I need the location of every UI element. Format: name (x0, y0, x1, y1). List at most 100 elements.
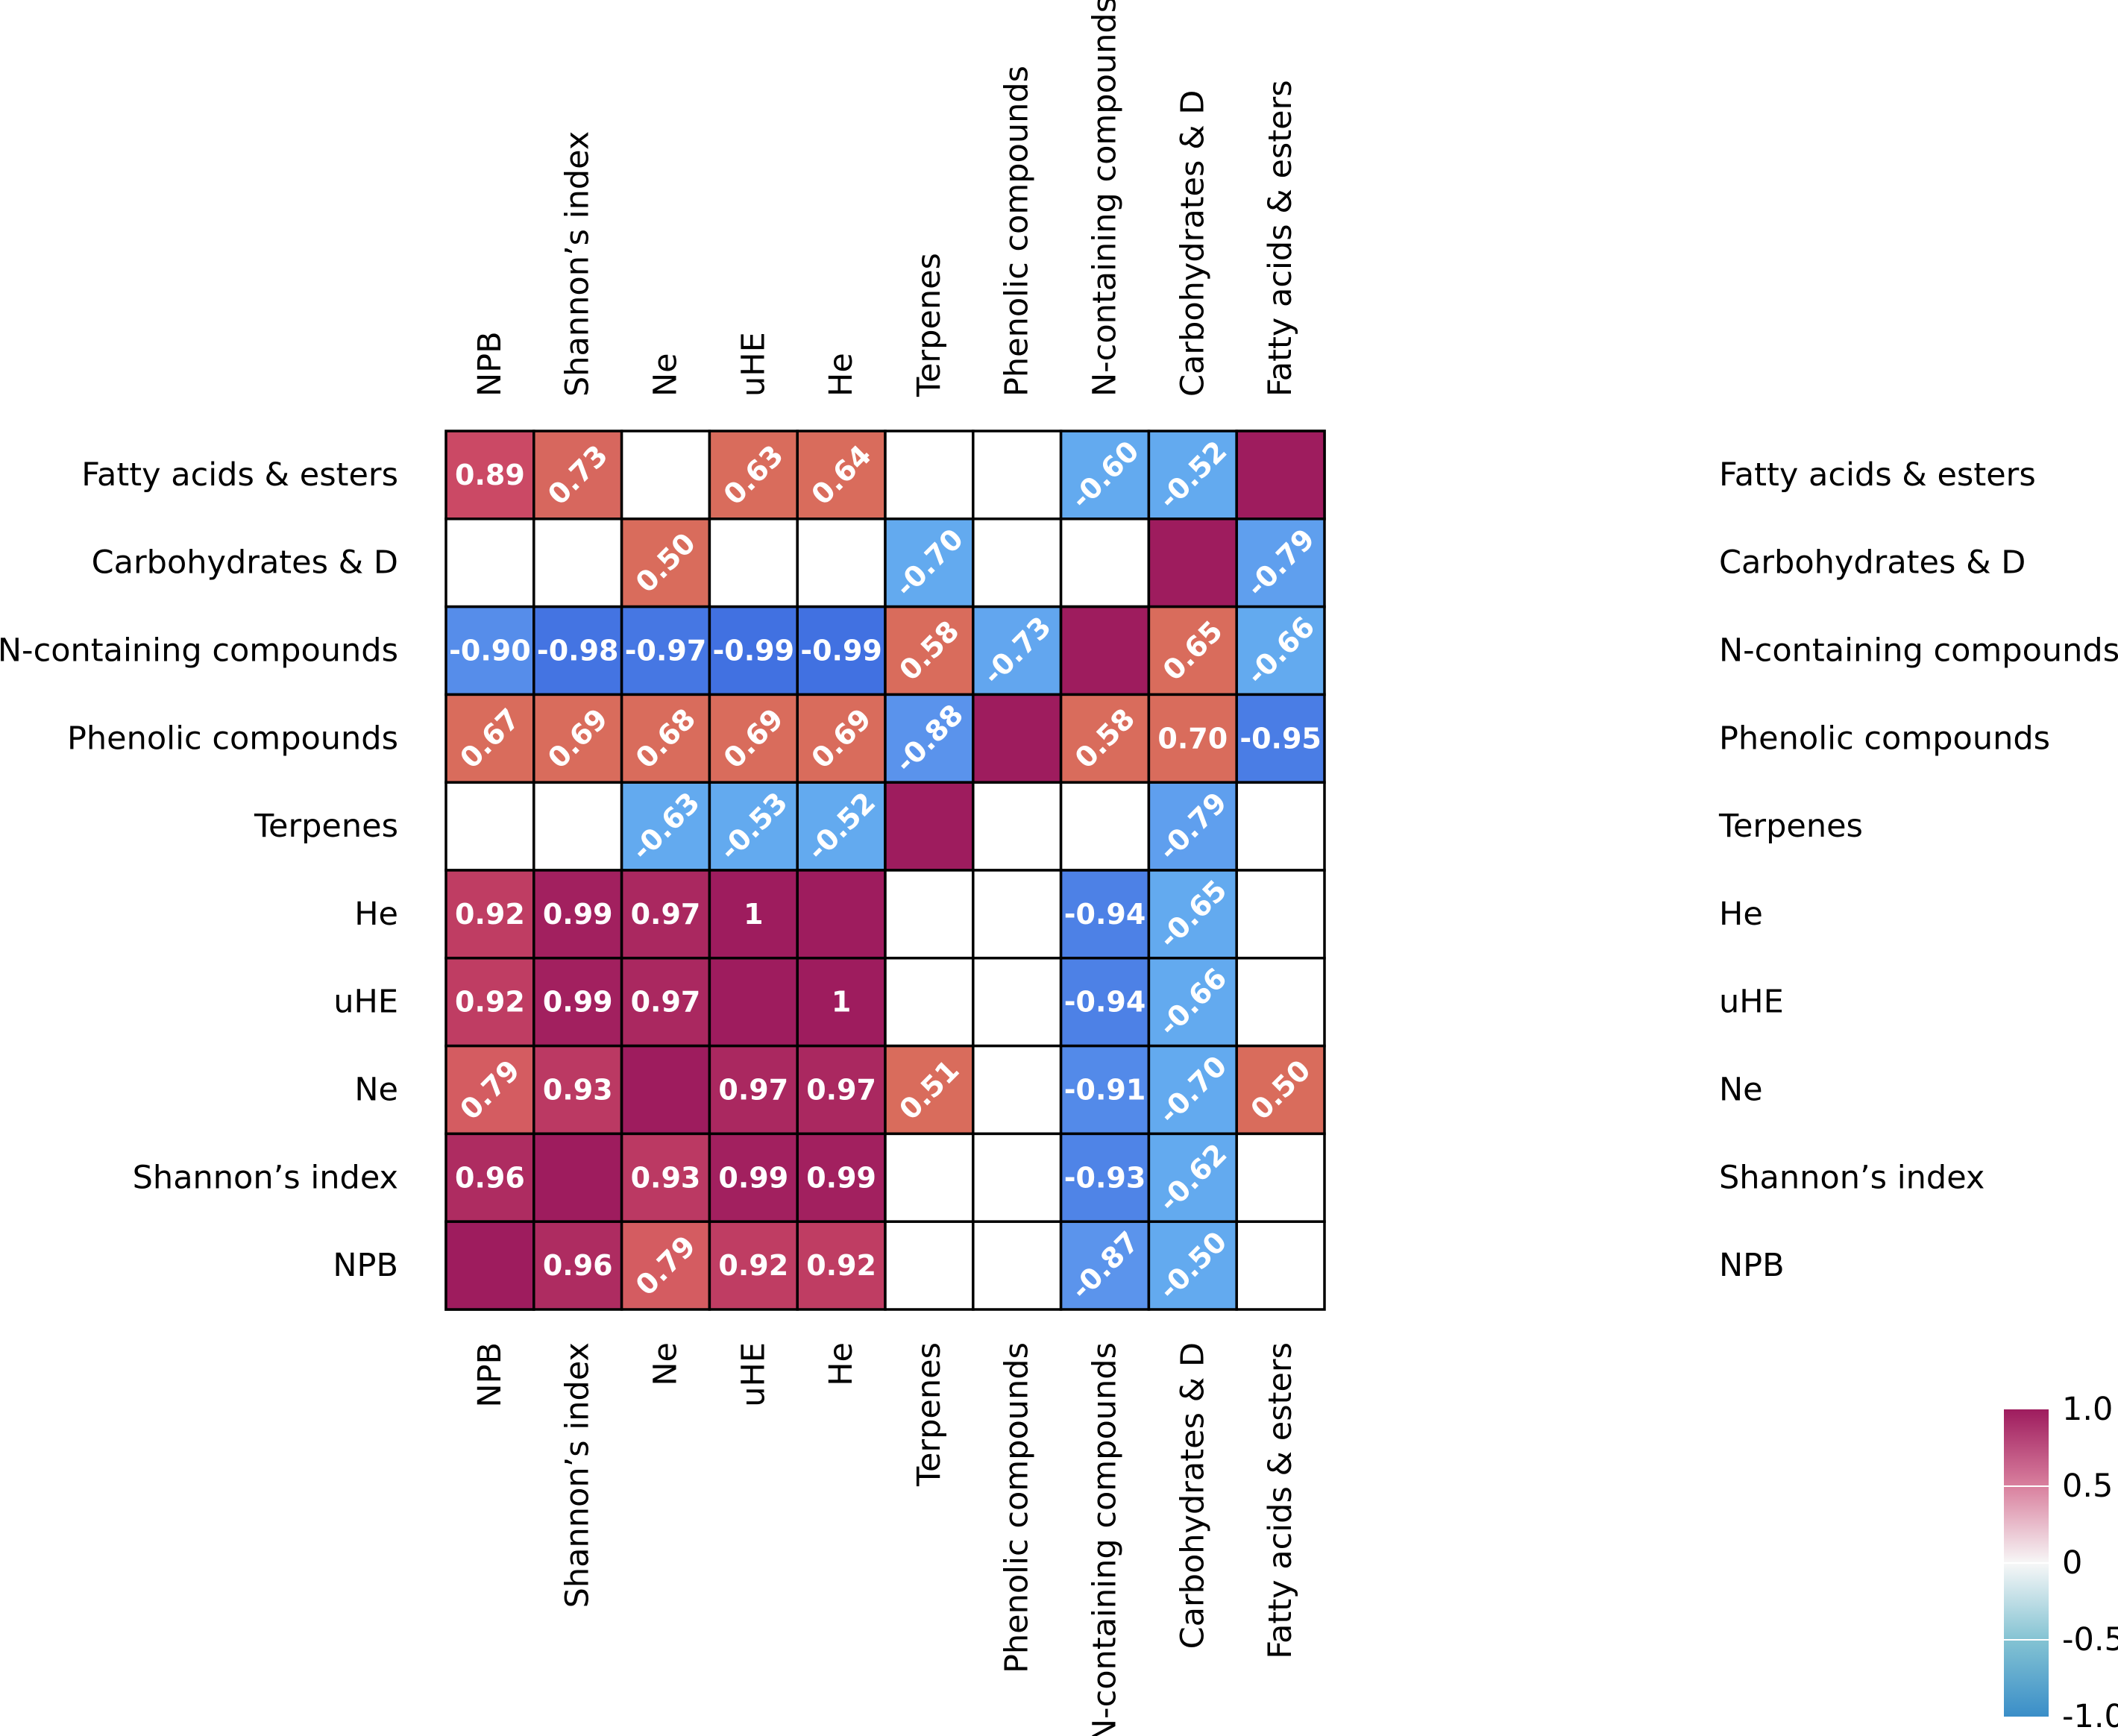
right-cell-7-9 (1235, 1044, 1326, 1136)
colorbar: 1.0 0.5 0 -0.5 -1.0 (2004, 1391, 2118, 1735)
left-cell-value-2-1: -0.98 (537, 635, 619, 667)
right-cell-value-8-4: 0.99 (806, 1161, 876, 1194)
right-row-label-7: Ne (1719, 1072, 1763, 1109)
left-cell-2-6 (972, 605, 1063, 696)
right-cell-value-8-7: -0.93 (1064, 1161, 1146, 1194)
left-cell-value-5-1: 0.99 (543, 898, 613, 931)
right-col-label-2: Ne (647, 1342, 685, 1386)
right-cell-9-0 (444, 1220, 535, 1311)
right-cell-9-3 (708, 1220, 799, 1311)
right-cell-5-7 (1059, 869, 1151, 960)
right-cell-6-9 (1235, 957, 1326, 1048)
left-cell-0-4 (796, 430, 887, 521)
left-cell-value-5-3: 1 (744, 898, 763, 931)
left-cell-0-7 (1059, 430, 1151, 521)
left-cell-4-0 (444, 781, 535, 872)
right-cell-5-5 (884, 869, 975, 960)
colorbar-tick-label-3: -0.5 (2062, 1621, 2118, 1658)
left-col-label-2: Ne (647, 353, 685, 397)
right-cell-9-7 (1059, 1220, 1151, 1311)
right-cell-5-4 (796, 869, 887, 960)
left-col-label-9: Fatty acids & esters (1262, 80, 1299, 397)
left-cell-1-5 (884, 518, 975, 608)
left-row-label-6: uHE (333, 984, 398, 1021)
left-col-label-1: Shannon’s index (559, 131, 597, 397)
right-cell-value-3-8: 0.70 (1157, 722, 1228, 755)
left-cell-4-4 (796, 781, 887, 872)
right-cell-8-6 (972, 1132, 1063, 1223)
left-col-label-5: Terpenes (911, 253, 948, 397)
right-cell-1-9 (1235, 518, 1326, 608)
left-row-label-8: Shannon’s index (133, 1159, 398, 1196)
right-col-label-8: Carbohydrates & D (1174, 1342, 1211, 1649)
right-col-label-7: N-containing compounds (1087, 1342, 1124, 1736)
left-cell-3-0 (444, 693, 535, 784)
left-cell-3-4 (796, 693, 887, 784)
right-cell-6-5 (884, 957, 975, 1048)
left-col-label-6: Phenolic compounds (999, 66, 1036, 397)
left-cell-1-3 (708, 518, 799, 608)
right-cell-3-7 (1059, 693, 1151, 784)
right-cell-value-9-1: 0.96 (543, 1249, 613, 1282)
right-cell-9-2 (620, 1220, 711, 1311)
right-col-label-1: Shannon’s index (559, 1342, 597, 1608)
left-cell-value-0-0: 0.89 (455, 459, 525, 491)
right-row-label-8: Shannon’s index (1719, 1159, 1985, 1196)
right-col-label-4: He (823, 1342, 860, 1386)
left-cell-4-1 (532, 781, 623, 872)
right-cell-4-9 (1235, 781, 1326, 872)
right-cell-7-6 (972, 1044, 1063, 1136)
right-row-label-9: NPB (1719, 1247, 1785, 1284)
right-cell-9-4 (796, 1220, 887, 1311)
left-cell-value-2-0: -0.90 (449, 635, 531, 667)
right-cell-7-5 (884, 1044, 975, 1136)
right-matrix-cells: -0.790.65 -0.660.58 0.70 -0.95-0.79-0.94 -0.… (444, 430, 1326, 1311)
right-cell-value-7-3: 0.97 (718, 1074, 788, 1107)
right-cell-1-8 (1147, 518, 1238, 608)
right-cell-6-3 (708, 957, 799, 1048)
left-cell-2-0 (444, 605, 535, 696)
left-cell-1-0 (444, 518, 535, 608)
right-row-label-4: Terpenes (1718, 808, 1863, 845)
left-cell-1-6 (972, 518, 1063, 608)
left-col-label-8: Carbohydrates & D (1174, 90, 1211, 397)
left-cell-6-1 (532, 957, 623, 1048)
left-cell-value-8-0: 0.96 (455, 1161, 525, 1194)
right-cell-9-9 (1235, 1220, 1326, 1311)
right-row-label-2: N-containing compounds (1719, 632, 2118, 670)
right-cell-9-8 (1147, 1220, 1238, 1311)
colorbar-tick-label-1: 0.5 (2062, 1468, 2113, 1505)
right-col-label-9: Fatty acids & esters (1262, 1342, 1299, 1659)
left-cell-1-2 (620, 518, 711, 608)
left-cell-value-2-3: -0.99 (713, 635, 795, 667)
left-cell-1-7 (1059, 518, 1151, 608)
left-row-label-3: Phenolic compounds (67, 720, 398, 757)
left-cell-7-0 (444, 1044, 535, 1136)
right-cell-9-5 (884, 1220, 975, 1311)
right-cell-8-4 (796, 1132, 887, 1223)
right-cell-value-8-3: 0.99 (718, 1161, 788, 1194)
left-cell-value-6-0: 0.92 (455, 986, 525, 1019)
left-col-label-0: NPB (471, 331, 509, 397)
colorbar-tick-label-0: 1.0 (2062, 1391, 2113, 1428)
right-col-label-3: uHE (735, 1342, 772, 1407)
left-cell-0-6 (972, 430, 1063, 521)
left-cell-6-0 (444, 957, 535, 1048)
right-cell-0-9 (1235, 430, 1326, 521)
right-matrix-labels: Fatty acids & esters Carbohydrates & D N-c… (471, 456, 2118, 1736)
right-col-label-6: Phenolic compounds (999, 1342, 1036, 1673)
right-cell-8-7 (1059, 1132, 1151, 1223)
left-cell-value-6-1: 0.99 (543, 986, 613, 1019)
right-cell-3-6 (972, 693, 1063, 784)
right-cell-value-6-7: -0.94 (1064, 986, 1146, 1019)
left-cell-1-4 (796, 518, 887, 608)
right-row-label-1: Carbohydrates & D (1719, 544, 2026, 582)
left-cell-0-2 (620, 430, 711, 521)
left-cell-2-3 (708, 605, 799, 696)
left-cell-2-2 (620, 605, 711, 696)
left-row-label-7: Ne (354, 1072, 398, 1109)
right-cell-8-3 (708, 1132, 799, 1223)
left-col-label-7: N-containing compounds (1087, 0, 1124, 397)
right-cell-value-9-3: 0.92 (718, 1249, 788, 1282)
